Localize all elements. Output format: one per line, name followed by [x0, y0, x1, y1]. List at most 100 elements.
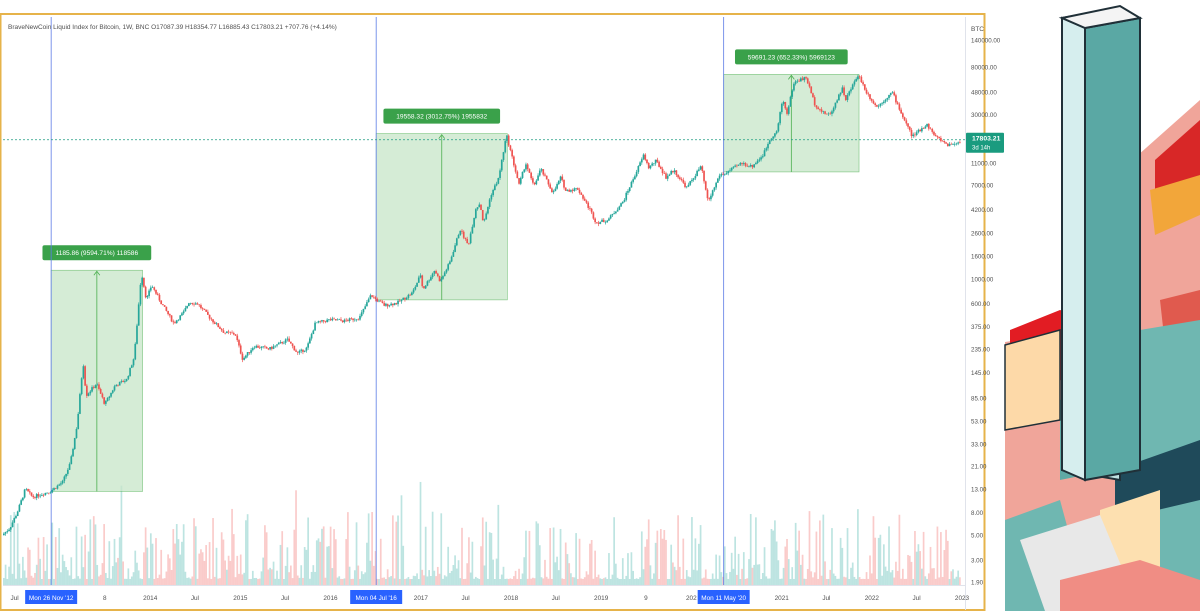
volume-bar: [608, 553, 610, 585]
candle-body: [258, 347, 261, 349]
candle-body: [407, 294, 410, 298]
candle-body: [390, 303, 392, 306]
candle-body: [462, 231, 465, 238]
volume-bar: [549, 528, 552, 585]
candle-body: [6, 531, 9, 532]
candle-body: [611, 213, 614, 216]
volume-bar: [77, 576, 80, 585]
volume-bar: [848, 578, 851, 585]
volume-bar: [713, 578, 716, 585]
volume-bar: [836, 578, 839, 585]
volume-bar: [307, 517, 309, 585]
candle-body: [784, 102, 787, 109]
candle-body: [817, 107, 819, 110]
candle-body: [820, 109, 823, 112]
candle-body: [464, 237, 467, 239]
candle-body: [903, 117, 906, 121]
volume-bar: [404, 579, 406, 585]
candle-body: [755, 163, 757, 165]
candle-body: [953, 144, 956, 145]
volume-bar: [136, 562, 138, 585]
volume-bar: [597, 574, 600, 585]
volume-bar: [146, 547, 149, 585]
volume-bar: [749, 514, 752, 585]
volume-bar: [511, 578, 513, 585]
volume-bar: [725, 573, 728, 585]
volume-bar: [896, 570, 899, 585]
candle-body: [537, 175, 539, 181]
candle-body: [371, 295, 373, 297]
volume-bar: [8, 566, 10, 585]
candle-body: [540, 169, 543, 171]
volume-bar: [220, 532, 223, 585]
candle-body: [41, 494, 43, 496]
candle-body: [186, 305, 188, 309]
volume-bar: [163, 578, 166, 585]
volume-bar: [452, 565, 455, 585]
volume-bar: [250, 578, 252, 585]
candle-body: [53, 488, 55, 490]
candle-body: [105, 401, 107, 404]
candle-body: [369, 295, 372, 300]
volume-bar: [704, 569, 707, 585]
candle-body: [500, 159, 503, 171]
candle-body: [153, 287, 156, 290]
time-label: 2021: [775, 595, 790, 602]
volume-bar: [35, 564, 38, 585]
candle-body: [476, 207, 479, 210]
candle-body: [385, 303, 387, 306]
candle-body: [717, 178, 719, 183]
volume-bar: [544, 559, 546, 585]
volume-bar: [689, 577, 692, 585]
volume-bar: [855, 578, 858, 585]
candle-body: [80, 378, 83, 395]
candle-body: [523, 169, 526, 172]
candle-body: [782, 102, 785, 104]
candle-body: [495, 183, 498, 186]
candle-body: [134, 343, 137, 360]
volume-bar: [248, 578, 251, 585]
candle-body: [309, 338, 311, 344]
volume-bar: [374, 551, 377, 585]
candle-body: [627, 191, 629, 193]
candle-body: [16, 511, 19, 516]
candle-body: [955, 143, 958, 145]
volume-bar: [473, 578, 475, 585]
candle-body: [544, 174, 546, 176]
candle-body: [379, 300, 382, 302]
volume-bar: [232, 534, 235, 585]
volume-bar: [646, 539, 648, 585]
volume-bar: [459, 578, 462, 585]
candle-body: [602, 219, 605, 223]
candle-body: [530, 172, 533, 179]
candle-body: [736, 165, 738, 167]
candle-body: [58, 484, 61, 486]
candle-body: [653, 163, 655, 164]
candle-body: [4, 531, 7, 534]
candle-body: [283, 342, 285, 344]
volume-bar: [322, 526, 325, 585]
candle-body: [108, 396, 111, 398]
candle-body: [414, 286, 417, 290]
candle-body: [409, 294, 411, 296]
candle-body: [438, 275, 441, 282]
volume-bar: [602, 578, 605, 585]
candle-body: [860, 76, 863, 83]
volume-bar: [407, 576, 410, 585]
volume-bar: [675, 570, 678, 585]
volume-bar: [196, 578, 199, 585]
volume-bar: [744, 578, 747, 585]
candle-body: [763, 150, 766, 157]
volume-bar: [193, 518, 195, 585]
volume-bar: [198, 553, 201, 585]
candle-body: [571, 190, 574, 191]
volume-bar: [455, 568, 458, 585]
candle-body: [710, 195, 712, 200]
volume-bar: [219, 578, 221, 585]
volume-bar: [201, 552, 204, 585]
candle-body: [557, 180, 560, 185]
candle-body: [753, 164, 756, 168]
candle-body: [220, 328, 223, 331]
volume-bar: [153, 578, 156, 585]
volume-bar: [127, 568, 130, 585]
